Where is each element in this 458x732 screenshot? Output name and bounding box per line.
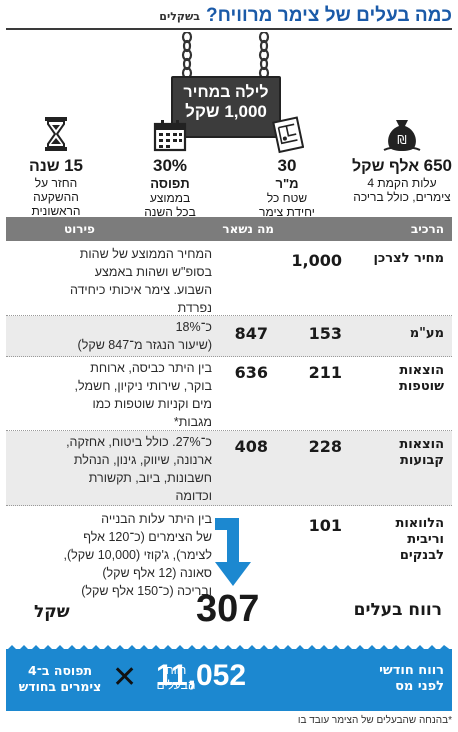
monthly-value: 11,052: [155, 659, 247, 692]
profit-unit: שקל: [34, 602, 70, 622]
svg-text:₪: ₪: [397, 133, 406, 147]
monthly-label: רווח חודשי לפני מס: [379, 663, 444, 694]
breakdown-table: הרכיב מה נשאר פירוט מחיר לצרכן 1,000 המח…: [6, 217, 452, 598]
row-value: 101: [308, 516, 342, 535]
stat-occupancy-sub1: בממוצע: [149, 191, 191, 205]
table-row: הוצאות שוטפות 211 636 בין היתר כביסה, אר…: [6, 357, 452, 431]
profit-value: 307: [196, 588, 260, 630]
row-remaining: 847: [234, 324, 268, 343]
row-value: 228: [308, 437, 342, 456]
header-detail: פירוט: [64, 222, 95, 236]
row-remaining: 408: [234, 437, 268, 456]
row-detail: כ־18% (שיעור הנגזר מ־847 שקל): [77, 320, 212, 352]
money-bag-icon: ₪: [346, 112, 458, 154]
blueprint-icon: [231, 112, 343, 154]
table-row: מע"מ 153 847 כ־18% (שיעור הנגזר מ־847 שק…: [6, 316, 452, 357]
header-remaining: מה נשאר: [222, 222, 274, 236]
table-header: הרכיב מה נשאר פירוט: [6, 217, 452, 241]
row-value: 211: [308, 363, 342, 382]
stat-investment-sub1: עלות הקמת 4: [367, 176, 437, 190]
stats-strip: ₪ 650 אלף שקל עלות הקמת 4 צימרים, כולל ב…: [0, 112, 458, 219]
stat-payback-sub3: הראשונית: [31, 204, 81, 218]
owner-profit-small: רווח הבעלים: [156, 663, 196, 692]
stat-occupancy-sub2: בכל השנה: [144, 205, 196, 219]
stat-occupancy-unit: תפוסה: [150, 176, 190, 191]
stat-payback-sub2: ההשקעה: [33, 190, 79, 204]
sign-line2: 1,000 שקל: [185, 102, 267, 121]
stat-area-unit: מ"ר: [275, 176, 299, 191]
stat-occupancy: 30% תפוסה בממוצע בכל השנה: [114, 112, 226, 219]
row-label: מחיר לצרכן: [373, 251, 444, 266]
row-label: מע"מ: [409, 326, 444, 341]
table-row: הוצאות קבועות 228 408 כ־27%. כולל ביטוח,…: [6, 431, 452, 506]
row-detail: בין היתר עלות הבנייה של הצימרים (כ־120 א…: [63, 512, 213, 598]
header: כמה בעלים של צימר מרוויח? בשקלים: [6, 4, 452, 30]
stat-investment-sub2: צימרים, כולל בריכה: [353, 190, 451, 204]
row-remaining: 636: [234, 363, 268, 382]
profit-label: רווח בעלים: [353, 600, 442, 620]
stat-area: 30 מ"ר שטח כל יחידת צימר: [231, 112, 343, 219]
chain-right-icon: [258, 32, 270, 78]
row-value: 153: [308, 324, 342, 343]
title-unit: בשקלים: [159, 9, 200, 23]
stat-area-sub1: שטח כל: [266, 191, 308, 205]
stat-area-value: 30: [277, 156, 297, 175]
stat-area-sub2: יחידת צימר: [259, 205, 315, 219]
row-label: הוצאות שוטפות: [398, 363, 444, 394]
page-title: כמה בעלים של צימר מרוויח?: [206, 5, 452, 26]
monthly-profit-box: רווח חודשי לפני מס 11,052 רווח הבעלים ✕ …: [6, 645, 452, 711]
stat-payback: 15 שנה החזר על ההשקעה הראשונית: [0, 112, 112, 218]
header-component: הרכיב: [410, 222, 444, 236]
zigzag-edge: [6, 645, 452, 651]
row-label: הלוואות וריבית לבנקים: [395, 516, 444, 563]
stat-occupancy-value: 30%: [152, 156, 188, 175]
chain-left-icon: [181, 32, 193, 78]
multiply-icon: ✕: [112, 660, 138, 695]
row-label: הוצאות קבועות: [399, 437, 444, 468]
sign-line1: לילה במחיר: [183, 84, 269, 101]
table-row: הלוואות וריבית לבנקים 101 בין היתר עלות …: [6, 506, 452, 598]
hourglass-icon: [0, 112, 112, 154]
price-sign: לילה במחיר 1,000 שקל: [171, 76, 281, 138]
row-value: 1,000: [291, 251, 342, 270]
stat-investment: ₪ 650 אלף שקל עלות הקמת 4 צימרים, כולל ב…: [346, 112, 458, 204]
hanging-sign-area: [0, 32, 458, 112]
footnote: *בהנחה שהבעלים של הצימר עובד בו: [297, 715, 452, 726]
stat-payback-value: 15 שנה: [29, 156, 83, 175]
down-arrow-icon: [215, 518, 251, 586]
table-row: מחיר לצרכן 1,000 המחיר הממוצע של שהות בס…: [6, 241, 452, 316]
owner-profit-row: רווח בעלים 307 שקל: [6, 586, 452, 644]
occupancy-multiplier: תפוסה ב־4 צימרים בחודש: [18, 663, 102, 694]
stat-investment-value: 650 אלף שקל: [352, 156, 452, 175]
row-detail: המחיר הממוצע של שהות בסופ"ש ושהות באמצע …: [69, 247, 212, 315]
calendar-icon: [114, 112, 226, 154]
row-detail: כ־27%. כולל ביטוח, אחזקה, ארנונה, שיווק,…: [66, 435, 212, 503]
stat-payback-sub1: החזר על: [34, 176, 78, 190]
row-detail: בין היתר כביסה, ארוחת בוקר, שירותי ניקיו…: [74, 361, 212, 429]
